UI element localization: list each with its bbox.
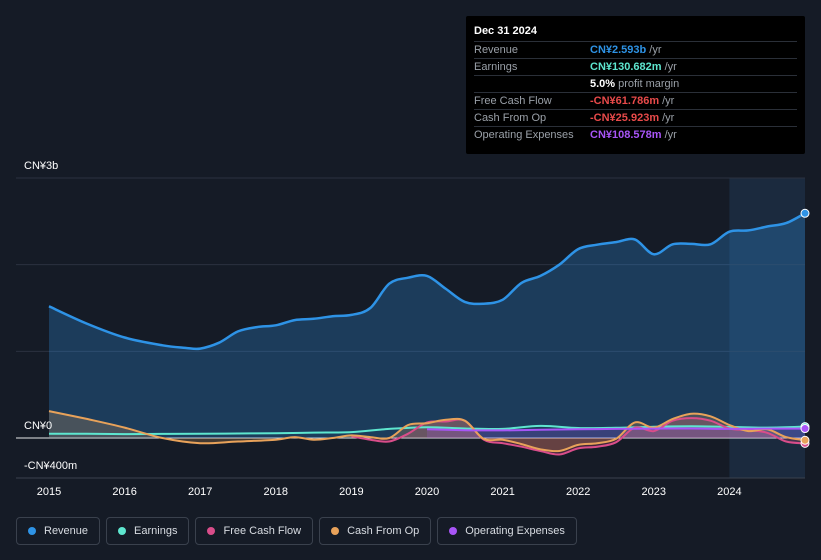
tooltip-label: Revenue bbox=[474, 44, 519, 56]
endpoint-revenue bbox=[800, 208, 810, 218]
x-tick-label: 2023 bbox=[641, 486, 667, 498]
legend-dot-icon bbox=[118, 527, 127, 535]
tooltip-unit: /yr bbox=[662, 95, 675, 107]
y-tick-label-top: CN¥3b bbox=[24, 160, 59, 172]
line-revenue bbox=[48, 212, 806, 351]
tooltip-label bbox=[474, 76, 590, 92]
tooltip-value: -CN¥61.786m bbox=[590, 95, 660, 107]
legend: Revenue Earnings Free Cash Flow Cash Fro… bbox=[16, 517, 577, 545]
tooltip-value: CN¥108.578m bbox=[590, 129, 662, 141]
legend-label: Free Cash Flow bbox=[223, 525, 302, 537]
legend-item-cash-from-op[interactable]: Cash From Op bbox=[319, 517, 432, 545]
tooltip-label: Cash From Op bbox=[474, 112, 547, 124]
legend-dot-icon bbox=[331, 527, 340, 535]
line-earnings bbox=[48, 424, 806, 436]
endpoint-operating-expenses bbox=[800, 424, 810, 434]
tooltip-value: CN¥2.593b bbox=[590, 44, 647, 56]
x-tick-label: 2024 bbox=[717, 486, 742, 498]
tooltip-row-revenue: Revenue CN¥2.593b /yr bbox=[474, 41, 797, 58]
tooltip-row-profit-margin: 5.0% profit margin bbox=[474, 75, 797, 92]
line-cash-from-op bbox=[48, 410, 806, 453]
legend-item-earnings[interactable]: Earnings bbox=[106, 517, 190, 545]
tooltip-unit: profit margin bbox=[618, 78, 680, 90]
tooltip-label: Earnings bbox=[474, 61, 518, 73]
y-tick-label-zero: CN¥0 bbox=[24, 420, 53, 432]
endpoint-cash-from-op bbox=[800, 435, 810, 445]
tooltip-unit: /yr bbox=[649, 44, 662, 56]
legend-item-free-cash-flow[interactable]: Free Cash Flow bbox=[195, 517, 314, 545]
x-tick-label: 2022 bbox=[565, 486, 591, 498]
tooltip-value: -CN¥25.923m bbox=[590, 112, 660, 124]
x-tick-label: 2015 bbox=[36, 486, 62, 498]
tooltip-row-free-cash-flow: Free Cash Flow -CN¥61.786m /yr bbox=[474, 92, 797, 109]
area-revenue bbox=[49, 213, 805, 438]
y-tick-label-bottom: -CN¥400m bbox=[24, 460, 78, 472]
tooltip-row-operating-expenses: Operating Expenses CN¥108.578m /yr bbox=[474, 126, 797, 143]
tooltip-row-cash-from-op: Cash From Op -CN¥25.923m /yr bbox=[474, 109, 797, 126]
legend-label: Revenue bbox=[44, 525, 89, 537]
tooltip-value: CN¥130.682m bbox=[590, 61, 662, 73]
legend-dot-icon bbox=[449, 527, 458, 535]
tooltip-unit: /yr bbox=[662, 112, 675, 124]
tooltip-value: 5.0% bbox=[590, 78, 616, 90]
legend-label: Earnings bbox=[134, 525, 178, 537]
tooltip-row-earnings: Earnings CN¥130.682m /yr bbox=[474, 58, 797, 75]
x-tick-label: 2018 bbox=[263, 486, 289, 498]
legend-label: Cash From Op bbox=[347, 525, 420, 537]
legend-item-operating-expenses[interactable]: Operating Expenses bbox=[437, 517, 577, 545]
x-tick-label: 2017 bbox=[187, 486, 213, 498]
tooltip-label: Free Cash Flow bbox=[474, 95, 552, 107]
legend-item-revenue[interactable]: Revenue bbox=[16, 517, 101, 545]
tooltip-label: Operating Expenses bbox=[474, 129, 574, 141]
tooltip-panel: Dec 31 2024 Revenue CN¥2.593b /yr Earnin… bbox=[466, 16, 805, 154]
tooltip-date: Dec 31 2024 bbox=[474, 25, 537, 37]
x-tick-label: 2020 bbox=[414, 486, 440, 498]
tooltip-unit: /yr bbox=[664, 129, 677, 141]
x-tick-label: 2019 bbox=[339, 486, 364, 498]
x-tick-label: 2021 bbox=[490, 486, 515, 498]
legend-dot-icon bbox=[207, 527, 216, 535]
tooltip-unit: /yr bbox=[664, 61, 677, 73]
x-tick-label: 2016 bbox=[112, 486, 137, 498]
line-operating-expenses bbox=[426, 427, 805, 432]
legend-dot-icon bbox=[28, 527, 36, 535]
legend-label: Operating Expenses bbox=[465, 525, 565, 537]
